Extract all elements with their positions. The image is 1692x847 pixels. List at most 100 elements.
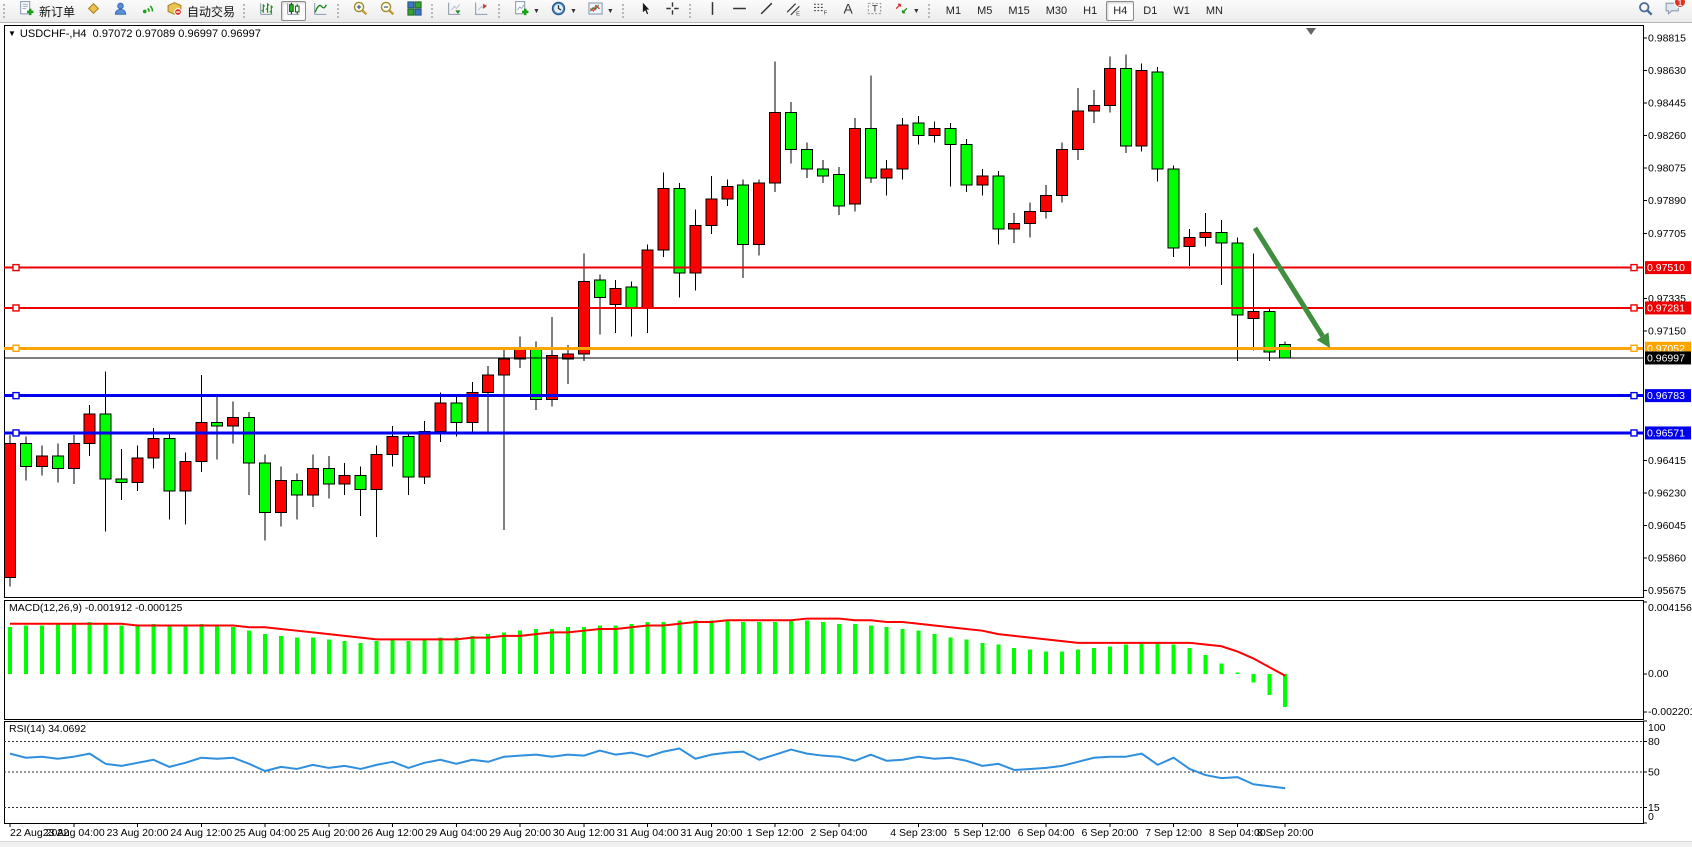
line-handle[interactable] — [1630, 429, 1638, 437]
line-chart-icon — [312, 0, 329, 17]
text-label-tool-button[interactable]: T — [862, 1, 887, 21]
line-handle[interactable] — [1630, 304, 1638, 312]
trendline-tool-button[interactable] — [754, 1, 779, 21]
signals-button[interactable] — [135, 1, 160, 21]
line-handle[interactable] — [1630, 344, 1638, 352]
svg-text:5 Sep 12:00: 5 Sep 12:00 — [954, 827, 1011, 839]
tf-m15-button[interactable]: M15 — [1008, 5, 1030, 17]
candlestick-mode-button[interactable] — [281, 1, 307, 21]
chevron-down-icon[interactable]: ▼ — [569, 7, 577, 15]
svg-text:0.96571: 0.96571 — [1647, 427, 1685, 439]
toolbar: 新订单 自动交易 ▼ ▼ ▼ E F A T ▼ M1 M5 M15 M30 H1 H4 D1 W1 MN 1 — [0, 0, 1692, 23]
chart-shift-marker-icon[interactable] — [1306, 28, 1316, 35]
main-pane — [4, 25, 1644, 598]
trend-arrow-head[interactable] — [1316, 332, 1330, 348]
svg-text:24 Aug 12:00: 24 Aug 12:00 — [170, 827, 232, 839]
toolbar-group: E F A T ▼ — [686, 0, 925, 23]
svg-text:0.95675: 0.95675 — [1648, 585, 1686, 597]
svg-text:A: A — [843, 0, 853, 16]
svg-text:0.97150: 0.97150 — [1648, 326, 1686, 338]
svg-text:0.98630: 0.98630 — [1648, 65, 1686, 77]
arrows-tool-button[interactable]: ▼ — [889, 1, 924, 21]
svg-text:E: E — [796, 11, 800, 17]
horizontal-line-tool-button[interactable] — [727, 1, 752, 21]
svg-text:29 Aug 04:00: 29 Aug 04:00 — [425, 827, 487, 839]
line-handle[interactable] — [12, 344, 20, 352]
zoom-in-button[interactable] — [348, 1, 373, 21]
bar-chart-mode-button[interactable] — [254, 1, 279, 21]
zoom-in-icon — [352, 0, 369, 17]
auto-scroll-button[interactable] — [442, 1, 467, 21]
rsi-pane-content: 100 80 50 150 — [4, 720, 1666, 824]
chevron-down-icon[interactable]: ▼ — [533, 7, 540, 15]
cursor-tool-button[interactable] — [633, 1, 658, 21]
toolbar-group — [619, 0, 686, 23]
toolbar-group: 新订单 自动交易 — [0, 0, 240, 23]
tf-m1-button[interactable]: M1 — [945, 5, 962, 17]
tf-d1-button[interactable]: D1 — [1143, 5, 1158, 17]
price-axis: 0.98815 0.98630 0.98445 0.98260 0.98075 0.978… — [1643, 32, 1691, 597]
metaeditor-button[interactable] — [81, 1, 106, 21]
svg-text:8 Sep 20:00: 8 Sep 20:00 — [1257, 827, 1314, 839]
chat-button[interactable]: 1 — [1660, 0, 1686, 21]
zoom-out-button[interactable] — [375, 1, 400, 21]
toolbar-right: 1 — [1632, 0, 1692, 21]
tf-h1-button[interactable]: H1 — [1083, 5, 1098, 17]
templates-button[interactable]: ▼ — [583, 1, 618, 21]
tf-h4-button[interactable]: H4 — [1106, 1, 1135, 21]
tf-mn-button[interactable]: MN — [1205, 5, 1223, 17]
new-order-button[interactable]: 新订单 — [14, 1, 79, 21]
templates-icon — [587, 0, 604, 17]
equidistant-channel-tool-button[interactable]: E — [781, 1, 806, 21]
tf-m5-button[interactable]: M5 — [977, 5, 993, 17]
fibonacci-icon: F — [812, 0, 829, 17]
chart-shift-button[interactable] — [469, 1, 494, 21]
autotrading-button[interactable]: 自动交易 — [162, 1, 239, 21]
bar-chart-icon — [258, 0, 275, 17]
line-handle[interactable] — [12, 304, 20, 312]
svg-text:4 Sep 23:00: 4 Sep 23:00 — [890, 827, 947, 839]
line-handle[interactable] — [12, 429, 20, 437]
tile-windows-button[interactable] — [402, 1, 427, 21]
text-tool-button[interactable]: A — [835, 0, 860, 21]
search-button[interactable] — [1633, 1, 1658, 21]
line-handle[interactable] — [1630, 263, 1638, 272]
trendline-icon — [758, 0, 775, 17]
fibonacci-tool-button[interactable]: F — [808, 1, 833, 21]
svg-text:26 Aug 12:00: 26 Aug 12:00 — [362, 827, 424, 839]
vertical-line-tool-button[interactable] — [700, 1, 725, 21]
tf-m30-button[interactable]: M30 — [1045, 5, 1068, 17]
indicators-button[interactable]: ▼ — [509, 1, 544, 21]
line-handle[interactable] — [12, 391, 20, 400]
chevron-down-icon[interactable]: ▼ — [606, 7, 614, 15]
line-handle[interactable] — [12, 263, 20, 272]
tile-windows-icon — [406, 0, 423, 17]
periods-button[interactable]: ▼ — [546, 1, 581, 21]
svg-text:0.98815: 0.98815 — [1648, 32, 1686, 44]
toolbar-group — [240, 0, 334, 23]
chevron-down-icon[interactable]: ▼ — [912, 7, 920, 15]
horizontal-line-icon — [731, 0, 748, 17]
cursor-icon — [637, 0, 654, 17]
svg-text:0.98445: 0.98445 — [1648, 97, 1686, 109]
svg-text:6 Sep 04:00: 6 Sep 04:00 — [1018, 827, 1075, 839]
rsi-line — [9, 747, 1286, 790]
candles — [4, 54, 1292, 587]
svg-text:0.97705: 0.97705 — [1648, 228, 1686, 240]
crosshair-tool-button[interactable] — [660, 1, 685, 21]
trend-arrow-annotation[interactable] — [1252, 226, 1325, 338]
bottom-strip — [0, 841, 1692, 847]
community-button[interactable] — [108, 1, 133, 21]
line-handle[interactable] — [1630, 391, 1638, 400]
svg-text:0.96783: 0.96783 — [1647, 390, 1685, 402]
text-icon: A — [839, 0, 856, 17]
svg-text:23 Aug 20:00: 23 Aug 20:00 — [107, 827, 169, 839]
tf-w1-button[interactable]: W1 — [1173, 5, 1190, 17]
line-chart-mode-button[interactable] — [308, 1, 333, 21]
svg-text:22 Aug 2022: 22 Aug 2022 — [10, 827, 69, 839]
svg-text:31 Aug 20:00: 31 Aug 20:00 — [680, 827, 742, 839]
macd-signal-line — [10, 617, 1286, 677]
